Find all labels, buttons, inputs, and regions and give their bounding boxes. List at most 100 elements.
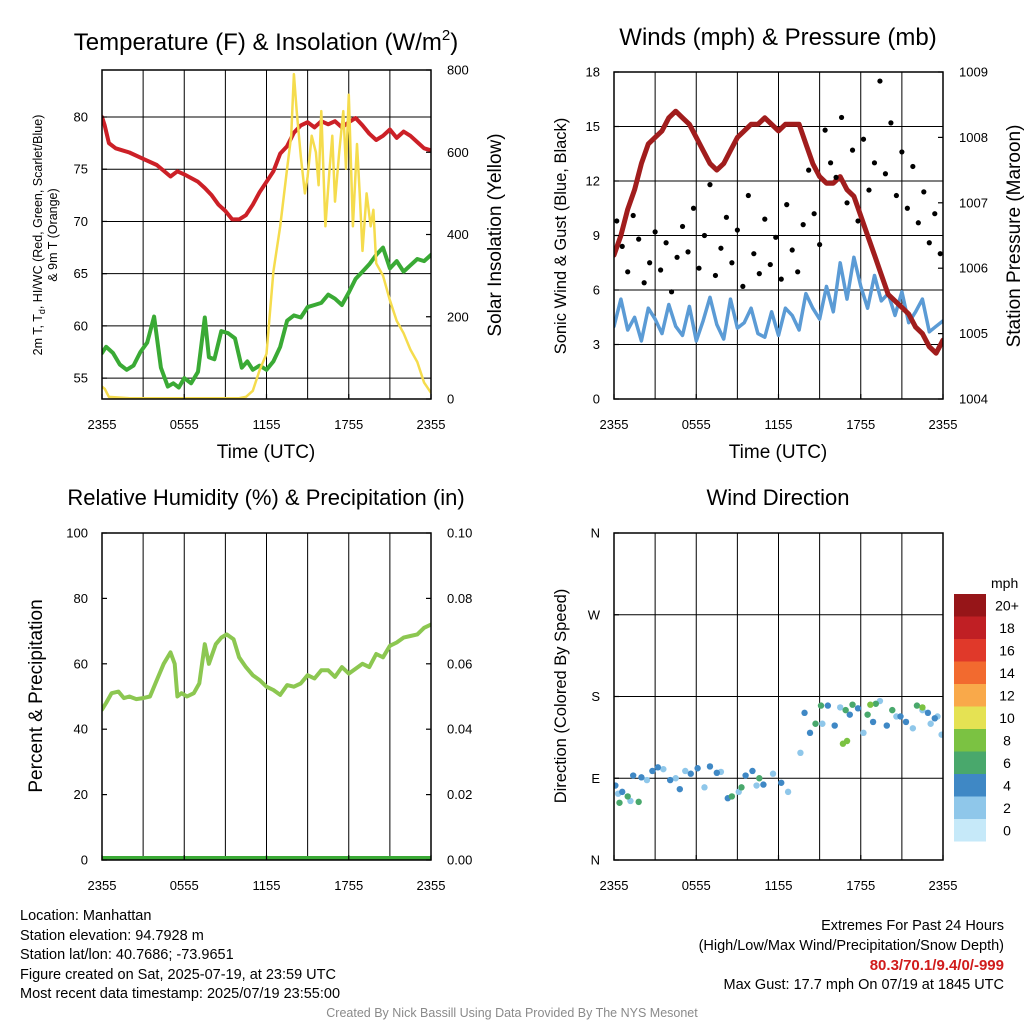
direction-point <box>836 704 844 711</box>
colorbar-swatch <box>954 639 986 662</box>
gust-point <box>860 136 867 142</box>
gust-point <box>729 260 735 266</box>
series-line <box>614 108 943 356</box>
direction-point <box>846 711 853 718</box>
temperature-xlabel: Time (UTC) <box>217 442 316 463</box>
winds-title: Winds (mph) & Pressure (mb) <box>619 24 936 51</box>
extremes-values: 80.3/70.1/9.4/0/-999 <box>869 957 1004 975</box>
gust-point <box>817 241 823 248</box>
x-tick-label: 2355 <box>929 417 958 432</box>
y-tick-label: 60 <box>74 318 88 333</box>
gust-point <box>674 254 680 260</box>
colorbar-swatch <box>954 796 986 819</box>
series-line <box>102 245 431 390</box>
gust-point <box>652 229 658 235</box>
x-tick-label: 1155 <box>253 417 281 432</box>
gust-point <box>696 265 702 271</box>
direction-point <box>919 704 926 711</box>
gust-point <box>707 182 713 188</box>
gust-point <box>630 212 636 219</box>
humidity-ylabel-left: Percent & Precipitation <box>26 599 47 792</box>
winds-ylabel-left: Sonic Wind & Gust (Blue, Black) <box>552 118 570 355</box>
gust-point <box>844 200 850 206</box>
y-tick-label: 6 <box>593 283 600 298</box>
gust-point <box>789 247 795 253</box>
elevation-text: Station elevation: 94.7928 m <box>20 927 204 944</box>
direction-point <box>854 705 862 712</box>
speed-colorbar: 0 2 4 6 8 10 12 14 16 18 20+ <box>954 594 1019 842</box>
gust-point <box>899 149 905 155</box>
direction-point <box>864 711 871 718</box>
gust-point <box>800 222 806 228</box>
colorbar-label: 4 <box>1003 777 1011 793</box>
gust-point <box>614 218 620 224</box>
direction-point <box>897 713 904 720</box>
gust-point <box>756 271 762 277</box>
station-info: Location: Manhattan Station elevation: 9… <box>20 907 340 1005</box>
y-tick-label: 80 <box>74 591 88 606</box>
temperature-ylabel-left-line1: 2m T, Td, HI/WC (Red, Green, Scarlet/Blu… <box>31 115 47 356</box>
gust-point <box>811 211 817 217</box>
colorbar-swatch <box>954 774 986 797</box>
y2-tick-label: 800 <box>447 63 469 78</box>
y-tick-label: 15 <box>586 119 600 134</box>
direction-point <box>649 767 656 775</box>
direction-point <box>756 775 763 782</box>
winds-series <box>614 78 943 356</box>
direction-point <box>667 776 674 784</box>
direction-point <box>769 770 777 777</box>
gust-point <box>734 227 740 233</box>
created-text: Figure created on Sat, 2025-07-19, at 23… <box>20 966 336 983</box>
y-tick-label: 60 <box>74 656 88 671</box>
gust-point <box>647 260 653 266</box>
gust-point <box>795 269 801 275</box>
direction-ylabel-left: Direction (Colored By Speed) <box>552 589 570 804</box>
direction-point <box>842 706 849 714</box>
direction-point <box>660 765 667 773</box>
direction-point <box>619 788 626 796</box>
series-line <box>102 622 431 712</box>
gust-point <box>827 160 834 166</box>
gust-point <box>833 174 839 180</box>
x-tick-label: 0555 <box>682 878 711 893</box>
direction-point <box>614 782 619 789</box>
colorbar-label: 16 <box>999 642 1015 658</box>
credit-text: Created By Nick Bassill Using Data Provi… <box>326 1006 698 1020</box>
colorbar-label: 18 <box>999 620 1015 636</box>
y2-tick-label: 1004 <box>959 392 988 407</box>
direction-point <box>902 718 910 726</box>
gust-point <box>636 236 642 242</box>
humidity-title: Relative Humidity (%) & Precipitation (i… <box>67 485 464 510</box>
gust-point <box>806 167 812 173</box>
gust-point <box>762 216 768 222</box>
gust-point <box>663 240 669 246</box>
gust-point <box>871 160 878 166</box>
y2-tick-label: 0.00 <box>447 853 472 868</box>
direction-point <box>913 702 921 709</box>
x-tick-label: 0555 <box>682 417 711 432</box>
gust-point <box>932 211 938 217</box>
colorbar-swatch <box>954 684 986 707</box>
direction-point <box>883 722 890 729</box>
direction-point <box>694 765 701 772</box>
gust-point <box>882 171 889 177</box>
direction-point <box>676 785 683 793</box>
y-tick-label: E <box>591 771 600 786</box>
y2-tick-label: 600 <box>447 145 469 160</box>
y2-tick-label: 1006 <box>959 261 988 276</box>
gust-point <box>784 202 790 208</box>
colorbar-label: 0 <box>1003 822 1011 838</box>
direction-series <box>614 697 943 806</box>
colorbar-swatch <box>954 706 986 729</box>
y2-tick-label: 1008 <box>959 130 988 145</box>
colorbar-swatch <box>954 819 986 842</box>
y2-tick-label: 1005 <box>959 326 988 341</box>
direction-point <box>801 709 808 717</box>
gust-point <box>838 114 845 121</box>
winds-gridlines <box>614 72 943 399</box>
gust-point <box>773 234 779 240</box>
x-tick-label: 2355 <box>88 417 117 432</box>
direction-point <box>819 720 826 727</box>
direction-point <box>806 729 814 737</box>
